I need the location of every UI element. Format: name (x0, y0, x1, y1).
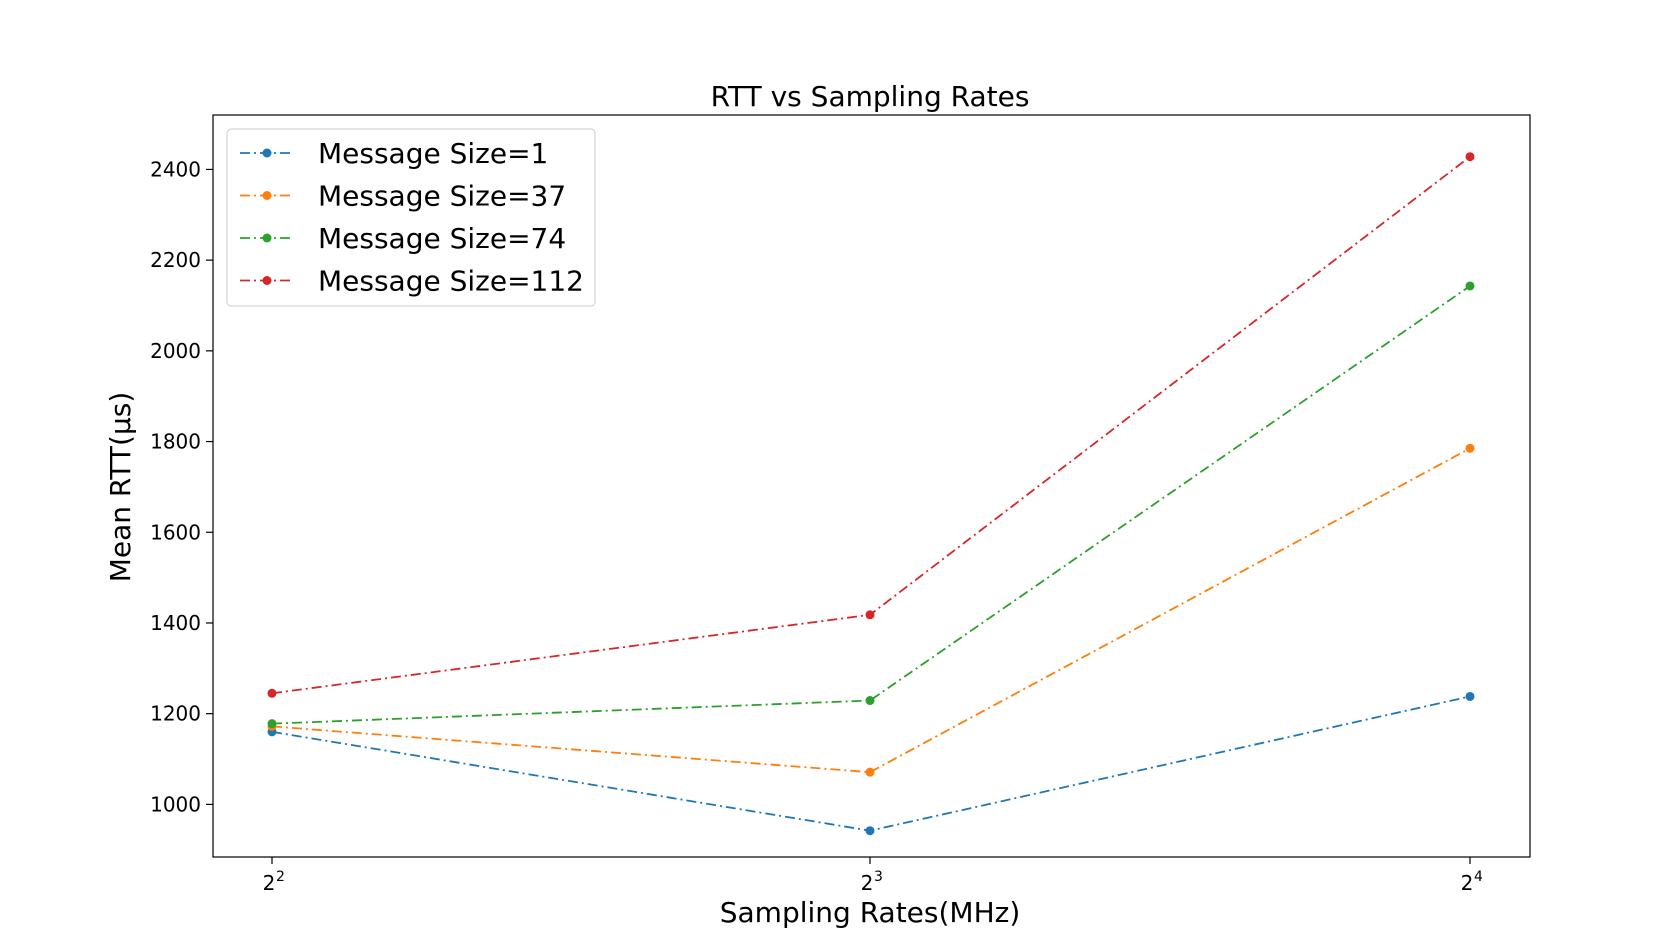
y-tick-label: 1400 (150, 611, 201, 635)
series-layer (267, 152, 1475, 836)
x-axis-label: Sampling Rates(MHz) (720, 896, 1021, 929)
legend-label: Message Size=1 (318, 137, 548, 170)
legend-entry: Message Size=37 (240, 180, 566, 213)
y-tick-label: 2200 (150, 248, 201, 272)
legend-marker (262, 148, 272, 158)
legend-marker (262, 276, 272, 285)
legend-frame (226, 128, 596, 307)
plot-area-frame (212, 114, 1531, 858)
x-tick-label: 2 (1461, 871, 1474, 895)
data-point (865, 696, 875, 706)
legend-entry: Message Size=112 (240, 265, 584, 298)
legend-label: Message Size=37 (318, 180, 566, 213)
y-tick-label: 1800 (150, 430, 201, 454)
legend-entry: Message Size=74 (240, 222, 566, 255)
data-point (267, 688, 277, 698)
y-tick-label: 1600 (150, 520, 201, 544)
series-4 (267, 152, 1475, 698)
series-line (271, 447, 1471, 774)
data-point (865, 767, 875, 777)
x-tick-label: 2 (861, 871, 874, 895)
y-axis: 1000 1200 1400 1600 1800 2000 2200 2400 (150, 157, 213, 816)
y-tick-label: 2000 (150, 339, 201, 363)
x-tick-label: 2 (263, 871, 276, 895)
legend-label: Message Size=74 (318, 222, 566, 255)
y-tick-label: 1200 (150, 702, 201, 726)
x-tick-exponent: 2 (276, 869, 285, 885)
series-line (271, 285, 1471, 725)
legend-label: Message Size=112 (318, 265, 584, 298)
chart-title: RTT vs Sampling Rates (711, 80, 1030, 113)
data-point (1465, 152, 1475, 162)
data-point (865, 826, 875, 836)
y-axis-label: Mean RTT(μs) (104, 392, 137, 583)
x-tick-exponent: 3 (874, 869, 883, 885)
series-3 (267, 281, 1475, 729)
data-point (1465, 691, 1475, 701)
y-tick-label: 2400 (150, 157, 201, 181)
legend-marker (262, 191, 272, 200)
legend-entry: Message Size=1 (240, 137, 548, 170)
data-point (865, 610, 875, 620)
legend-marker (262, 233, 272, 243)
data-point (1465, 281, 1475, 291)
legend: Message Size=1 Message Size=37 Message Siz… (226, 128, 596, 307)
y-tick-label: 1000 (150, 792, 201, 816)
x-tick-exponent: 4 (1474, 869, 1483, 885)
data-point (267, 719, 277, 729)
data-point (1465, 443, 1475, 453)
